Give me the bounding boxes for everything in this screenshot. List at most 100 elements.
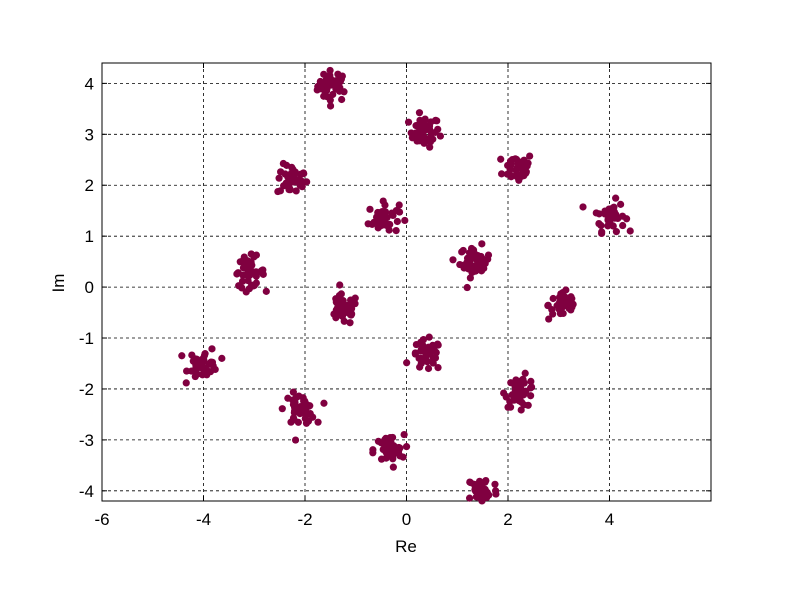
data-point — [329, 90, 337, 99]
data-point — [473, 261, 481, 269]
data-point — [289, 165, 297, 174]
y-tick-label: 3 — [85, 125, 94, 144]
data-point — [425, 333, 433, 341]
data-point — [290, 407, 299, 415]
data-point — [418, 342, 426, 351]
data-point — [336, 281, 344, 289]
y-tick-label: -4 — [79, 482, 94, 501]
data-point — [626, 227, 634, 235]
data-point — [393, 217, 401, 226]
x-tick-label: 2 — [503, 510, 512, 529]
data-point — [469, 254, 477, 262]
data-point — [334, 70, 342, 78]
y-tick-label: -3 — [79, 431, 94, 450]
data-point — [188, 351, 196, 359]
data-point — [598, 229, 606, 238]
data-point — [333, 84, 341, 92]
data-point — [427, 129, 436, 138]
data-point — [465, 249, 474, 257]
data-point — [426, 143, 434, 151]
data-point — [320, 399, 328, 407]
data-point — [287, 418, 295, 426]
data-point — [436, 132, 445, 140]
grid — [102, 63, 711, 501]
data-point — [420, 139, 428, 147]
y-tick-label: 1 — [85, 227, 94, 246]
data-point — [476, 477, 484, 485]
data-point — [200, 356, 208, 364]
data-point — [192, 364, 200, 372]
data-point — [431, 354, 440, 362]
data-point — [309, 413, 317, 421]
data-point — [526, 152, 534, 160]
data-point — [519, 375, 527, 383]
data-point — [209, 362, 217, 370]
data-point — [235, 282, 243, 290]
data-point — [284, 173, 292, 181]
data-point — [471, 267, 480, 275]
data-point — [421, 348, 429, 356]
data-point — [326, 102, 335, 110]
data-point — [189, 357, 197, 365]
data-point — [516, 158, 525, 166]
data-point — [434, 125, 442, 133]
data-point — [299, 169, 308, 177]
data-point — [478, 497, 486, 505]
x-tick-label: -6 — [94, 510, 109, 529]
data-point — [387, 439, 395, 447]
data-point — [411, 349, 419, 357]
data-point — [275, 174, 283, 182]
x-tick-label: 4 — [605, 510, 614, 529]
data-point — [374, 224, 382, 232]
data-point — [503, 170, 512, 178]
data-point — [378, 208, 386, 216]
data-point — [506, 403, 515, 411]
data-point — [400, 430, 408, 439]
data-point — [326, 96, 334, 104]
y-tick-label: -2 — [79, 380, 94, 399]
data-point — [240, 253, 248, 261]
data-point — [404, 118, 413, 126]
data-point — [380, 440, 388, 448]
data-point — [403, 359, 411, 367]
data-point — [334, 300, 342, 308]
data-point — [335, 291, 343, 300]
data-point — [392, 227, 400, 235]
data-point — [389, 455, 397, 463]
x-tick-label: -2 — [297, 510, 312, 529]
y-tick-label: -1 — [79, 329, 94, 348]
data-point — [314, 418, 322, 426]
data-point — [544, 301, 552, 310]
data-point — [292, 187, 300, 195]
data-point — [278, 405, 286, 413]
data-point — [467, 479, 475, 487]
data-point — [512, 390, 520, 398]
data-point — [389, 463, 397, 471]
data-point — [492, 487, 500, 495]
data-point — [259, 266, 267, 274]
data-point — [233, 270, 241, 278]
data-point — [612, 228, 620, 236]
data-point — [549, 294, 557, 303]
data-point — [208, 345, 216, 353]
y-axis: 4 3 2 1 0 -1 -2 -3 -4 — [79, 74, 711, 501]
data-point — [282, 179, 290, 187]
data-point — [507, 379, 515, 387]
data-point — [193, 370, 201, 378]
y-tick-label: 0 — [85, 278, 94, 297]
data-point — [484, 251, 493, 259]
data-point — [392, 206, 400, 215]
data-point — [247, 258, 255, 267]
data-point — [466, 274, 474, 282]
y-axis-label: Im — [49, 274, 68, 293]
data-point — [289, 388, 297, 396]
data-point — [559, 309, 567, 318]
data-point — [516, 395, 524, 404]
data-point — [482, 492, 490, 500]
data-point — [236, 258, 244, 266]
data-point — [427, 118, 435, 126]
data-point — [449, 256, 457, 264]
data-point — [295, 392, 303, 400]
x-tick-label: 0 — [402, 510, 411, 529]
data-point — [623, 215, 631, 223]
